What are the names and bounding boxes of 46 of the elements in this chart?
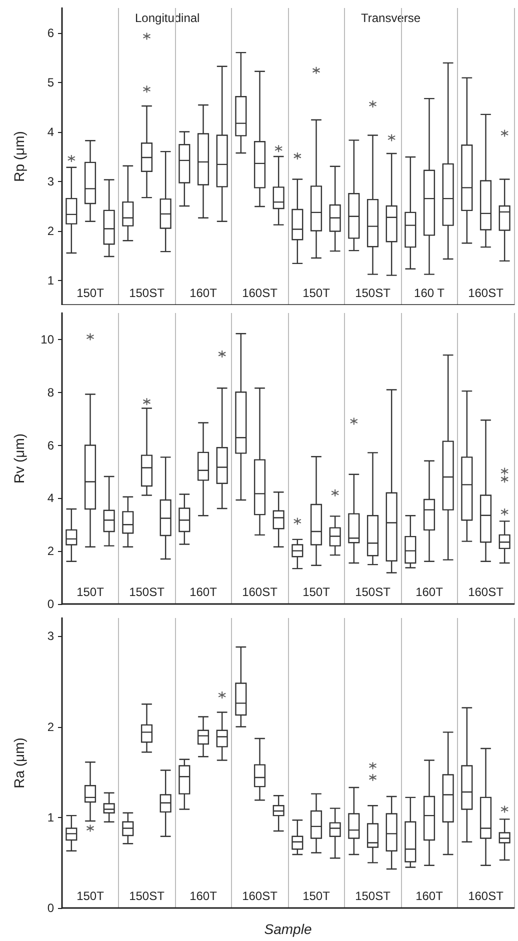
- x-tick-label: 150T: [76, 286, 105, 300]
- y-tick-label: 4: [47, 124, 54, 139]
- x-tick-label: 150ST: [129, 286, 166, 300]
- y-tick-label: 8: [47, 385, 54, 400]
- x-tick-label: 150ST: [355, 585, 392, 599]
- y-axis-title: Rp (μm): [11, 131, 27, 182]
- y-axis-title: Ra (μm): [11, 738, 27, 788]
- x-tick-label: 160ST: [468, 585, 504, 599]
- y-tick-label: 6: [47, 26, 54, 40]
- y-tick-label: 6: [47, 438, 54, 452]
- y-tick-label: 3: [47, 629, 54, 644]
- x-axis-title: Sample: [264, 921, 312, 937]
- y-tick-label: 0: [47, 901, 54, 915]
- y-tick-label: 5: [47, 75, 54, 90]
- y-tick-label: 2: [47, 224, 54, 238]
- x-tick-label: 150T: [76, 889, 105, 903]
- x-tick-label: 150ST: [129, 889, 166, 903]
- x-tick-label: 150T: [302, 889, 331, 903]
- x-tick-label: 160ST: [242, 585, 278, 599]
- y-axis-title: Rv (μm): [11, 433, 27, 484]
- y-tick-label: 3: [47, 174, 54, 188]
- y-tick-label: 10: [40, 332, 54, 346]
- y-tick-label: 2: [47, 720, 54, 734]
- x-tick-label: 160T: [190, 889, 218, 903]
- x-tick-label: 150ST: [355, 889, 392, 903]
- x-tick-label: 160T: [416, 889, 444, 903]
- x-tick-label: 160ST: [468, 889, 504, 903]
- y-tick-label: 1: [47, 810, 54, 824]
- x-tick-label: 160ST: [468, 286, 504, 300]
- x-tick-label: 150T: [76, 585, 105, 599]
- x-tick-label: 160T: [190, 585, 218, 599]
- y-tick-label: 4: [47, 491, 54, 506]
- x-tick-label: 160ST: [242, 286, 278, 300]
- x-tick-label: 160T: [190, 286, 218, 300]
- x-tick-label: 150T: [302, 286, 331, 300]
- y-tick-label: 0: [47, 597, 54, 611]
- y-tick-label: 1: [47, 273, 54, 288]
- annotation: Transverse: [361, 11, 421, 25]
- x-tick-label: 160ST: [242, 889, 278, 903]
- x-tick-label: 160T: [416, 585, 444, 599]
- x-tick-label: 150ST: [129, 585, 166, 599]
- annotation: Longitudinal: [135, 11, 200, 25]
- x-tick-label: 150ST: [355, 286, 392, 300]
- x-tick-label: 150T: [302, 585, 331, 599]
- y-tick-label: 2: [47, 544, 54, 558]
- x-tick-label: 160 T: [414, 286, 446, 300]
